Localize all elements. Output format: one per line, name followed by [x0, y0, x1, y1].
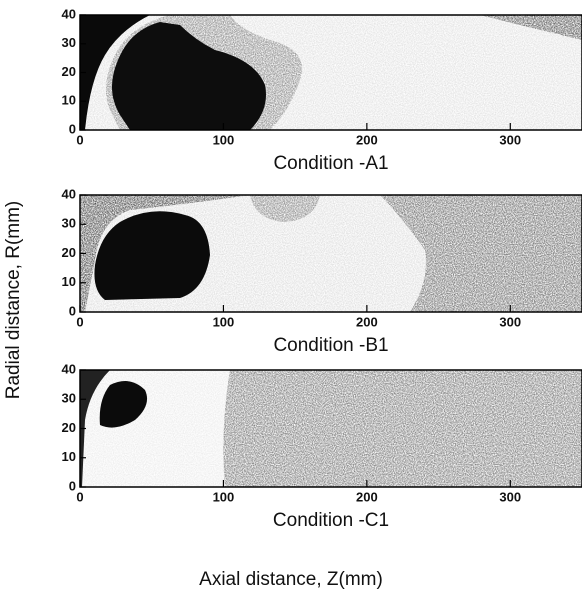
x-tick-label: 100 — [213, 314, 235, 329]
panel-image — [80, 195, 582, 312]
y-axis-label: Radial distance, R(mm) — [3, 201, 24, 400]
y-tick-label: 40 — [62, 361, 76, 376]
panel-image — [80, 370, 582, 487]
x-tick-label: 300 — [499, 314, 521, 329]
panel-caption: Condition -A1 — [273, 153, 388, 174]
y-tick-label: 10 — [62, 274, 76, 289]
x-tick-label: 100 — [213, 489, 235, 504]
y-tick-label: 20 — [62, 245, 76, 260]
panel-image — [80, 15, 582, 130]
y-tick-label: 30 — [62, 391, 76, 406]
y-tick-label: 40 — [62, 6, 76, 21]
x-tick-label: 0 — [76, 314, 83, 329]
x-tick-label: 0 — [76, 489, 83, 504]
y-tick-label: 20 — [62, 420, 76, 435]
x-tick-label: 300 — [499, 132, 521, 147]
panel-caption: Condition -B1 — [273, 335, 388, 356]
panel-caption: Condition -C1 — [273, 510, 389, 531]
x-axis-label: Axial distance, Z(mm) — [199, 569, 383, 590]
y-tick-label: 20 — [62, 64, 76, 79]
y-tick-label: 30 — [62, 35, 76, 50]
y-tick-label: 0 — [69, 478, 76, 493]
x-tick-label: 0 — [76, 132, 83, 147]
x-tick-label: 200 — [356, 132, 378, 147]
x-tick-label: 200 — [356, 314, 378, 329]
y-tick-label: 0 — [69, 121, 76, 136]
y-tick-label: 40 — [62, 186, 76, 201]
y-tick-label: 0 — [69, 303, 76, 318]
y-tick-label: 10 — [62, 93, 76, 108]
x-tick-label: 300 — [499, 489, 521, 504]
y-tick-label: 10 — [62, 449, 76, 464]
x-tick-label: 100 — [213, 132, 235, 147]
x-tick-label: 200 — [356, 489, 378, 504]
y-tick-label: 30 — [62, 216, 76, 231]
